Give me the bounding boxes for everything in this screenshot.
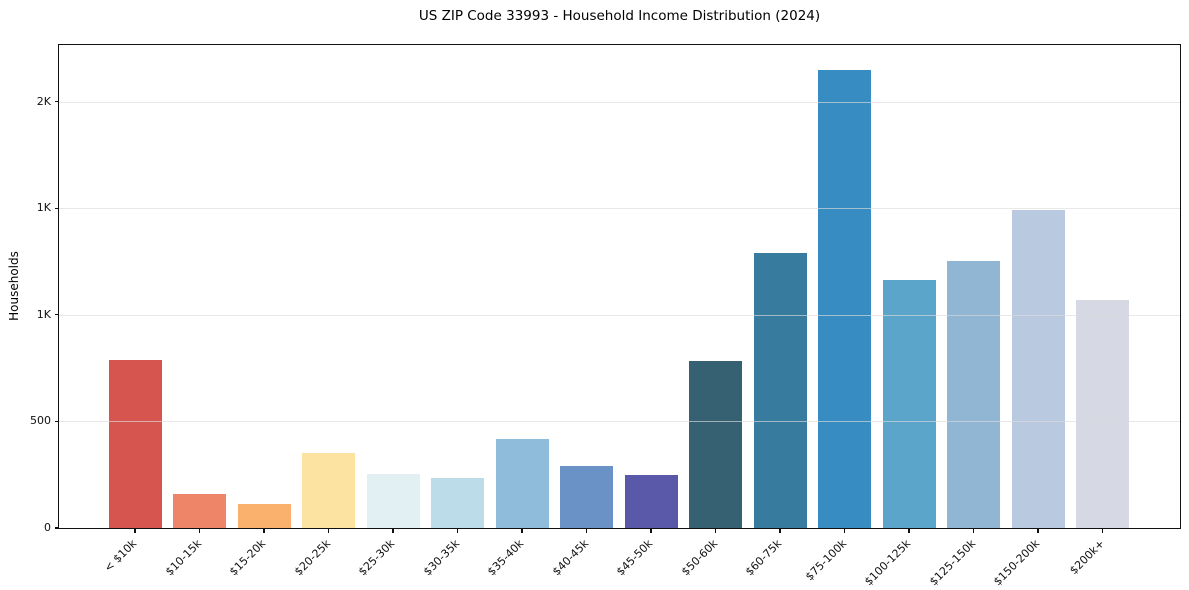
bar-20-25k: [302, 453, 355, 528]
top-spine: [59, 44, 1180, 46]
y-tick-label: 500: [30, 414, 51, 428]
bar-50-60k: [689, 360, 742, 528]
bar-30-35k: [431, 477, 484, 528]
y-tick-label: 1K: [36, 308, 51, 322]
x-tick: [779, 528, 781, 533]
bar-35-40k: [495, 438, 549, 528]
x-tick: [843, 528, 846, 533]
y-tick-label: 1K: [36, 201, 51, 215]
x-tick: [134, 528, 136, 533]
y-tick: [54, 100, 59, 103]
bar-45-50k: [624, 474, 678, 528]
bar-25-30k: [366, 474, 420, 528]
x-tick: [650, 528, 652, 533]
bar-15-20k: [237, 504, 291, 528]
x-tick: [392, 528, 394, 533]
x-tick: [1101, 528, 1104, 533]
bar-10k: [108, 359, 162, 528]
grid-line-1k: [59, 208, 1180, 210]
grid-line-2k: [59, 101, 1180, 103]
grid-line-500: [59, 421, 1180, 423]
x-tick: [1037, 528, 1039, 533]
left-spine: [58, 44, 60, 529]
bottom-spine: [59, 527, 1180, 529]
y-tick: [54, 420, 59, 422]
x-tick: [714, 528, 717, 533]
bar-40-45k: [560, 466, 613, 528]
y-tick: [54, 314, 59, 316]
right-spine: [1179, 44, 1181, 529]
x-tick: [908, 528, 910, 533]
y-tick: [54, 207, 59, 209]
y-tick-label: 0: [44, 521, 51, 535]
bar-150-200k: [1011, 210, 1065, 528]
x-tick: [327, 528, 330, 533]
bar-200k: [1076, 299, 1129, 528]
grid-line-1k: [59, 314, 1180, 316]
x-tick: [972, 528, 975, 533]
x-tick: [263, 528, 265, 533]
x-tick: [521, 528, 523, 533]
bar-60-75k: [753, 252, 807, 528]
bar-125-150k: [947, 261, 1000, 528]
x-tick: [585, 528, 588, 533]
plot-area: 0 500 1K 1K 2K < $10k $10-15k $15-20k $20-25k $25…: [30, 44, 1181, 588]
y-tick-label: 2K: [36, 94, 51, 108]
x-tick: [456, 528, 459, 533]
bar-100-125k: [882, 279, 936, 528]
x-tick-label: < $10k: [101, 537, 140, 575]
y-tick: [54, 527, 59, 529]
x-tick: [198, 528, 201, 533]
bar-75-100k: [818, 69, 871, 528]
bar-10-15k: [173, 494, 226, 528]
chart-title: US ZIP Code 33993 - Household Income Dis…: [418, 8, 821, 24]
